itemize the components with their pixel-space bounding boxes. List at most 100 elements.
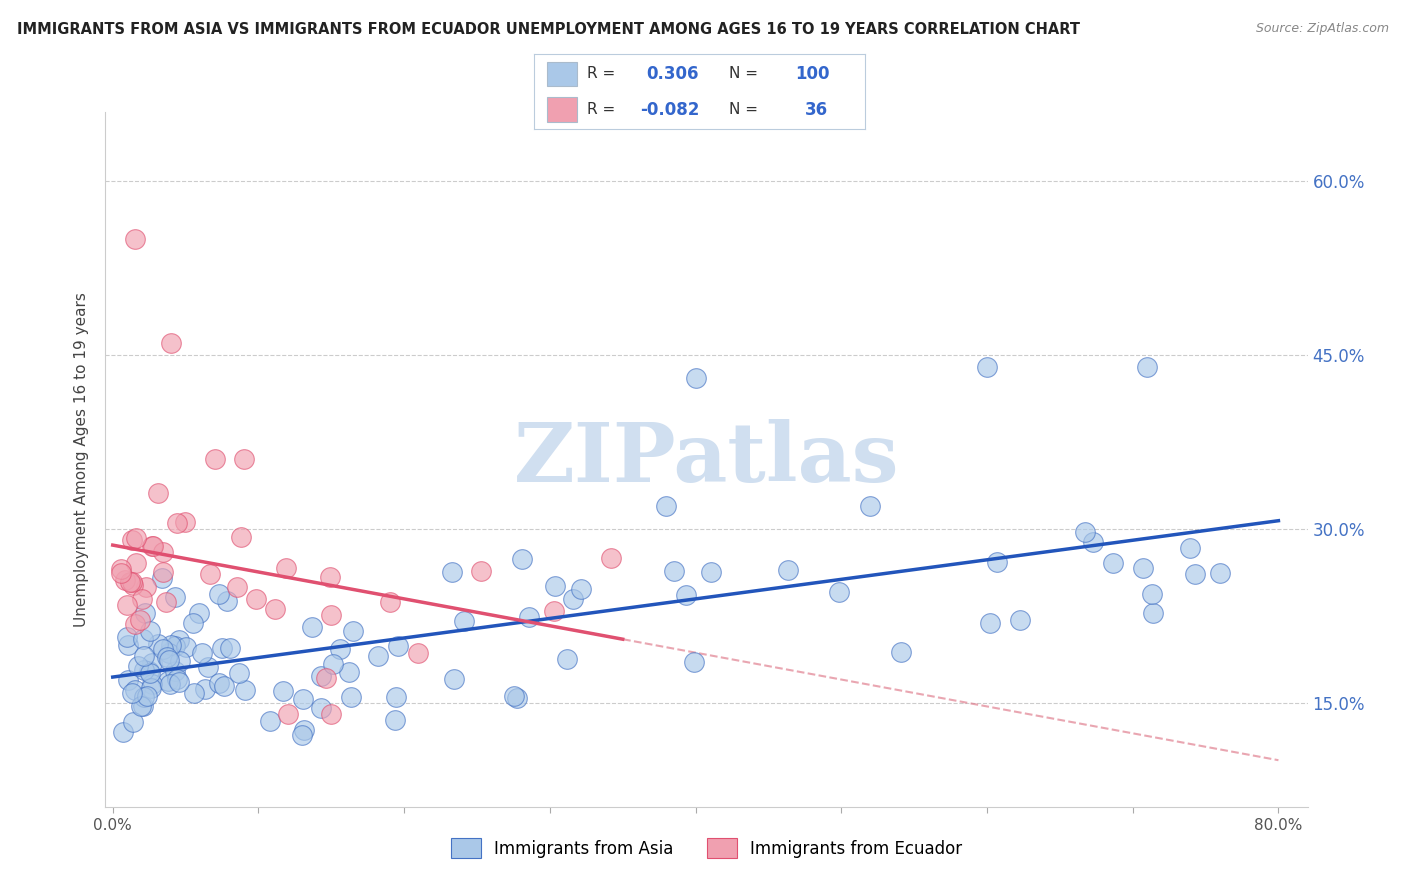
Point bbox=[174, 640, 197, 655]
Point bbox=[146, 637, 169, 651]
Point bbox=[160, 336, 183, 351]
Point bbox=[122, 578, 145, 592]
Point bbox=[142, 539, 165, 553]
Point bbox=[159, 677, 181, 691]
Point bbox=[139, 624, 162, 639]
Legend: Immigrants from Asia, Immigrants from Ecuador: Immigrants from Asia, Immigrants from Ec… bbox=[444, 831, 969, 865]
Text: R =: R = bbox=[588, 67, 616, 81]
Point bbox=[235, 683, 257, 698]
Point bbox=[1136, 359, 1159, 374]
Point bbox=[664, 564, 686, 578]
Point bbox=[976, 359, 998, 374]
Point bbox=[699, 566, 721, 580]
Point bbox=[675, 589, 697, 603]
Point bbox=[683, 655, 706, 669]
Point bbox=[367, 649, 389, 664]
Point bbox=[322, 657, 344, 672]
Point bbox=[124, 232, 146, 246]
Point bbox=[163, 639, 186, 653]
Y-axis label: Unemployment Among Ages 16 to 19 years: Unemployment Among Ages 16 to 19 years bbox=[75, 292, 90, 627]
Point bbox=[228, 665, 250, 680]
Point bbox=[337, 665, 360, 680]
Point bbox=[110, 566, 132, 580]
Point bbox=[245, 592, 267, 607]
Point bbox=[197, 660, 219, 674]
Text: Source: ZipAtlas.com: Source: ZipAtlas.com bbox=[1256, 22, 1389, 36]
Point bbox=[132, 632, 155, 647]
Point bbox=[264, 602, 287, 616]
Point bbox=[543, 604, 565, 618]
Point bbox=[141, 656, 163, 670]
Point bbox=[259, 714, 281, 729]
Point bbox=[117, 638, 139, 652]
Point bbox=[890, 645, 912, 659]
Point bbox=[557, 652, 579, 666]
Point bbox=[132, 699, 155, 714]
Point bbox=[828, 585, 851, 599]
Point bbox=[453, 614, 475, 628]
Point bbox=[655, 499, 678, 513]
Point bbox=[163, 664, 186, 678]
Point bbox=[152, 566, 174, 580]
Point bbox=[135, 581, 157, 595]
Point bbox=[155, 595, 177, 609]
Point bbox=[544, 580, 567, 594]
Point bbox=[141, 539, 163, 553]
Point bbox=[512, 552, 534, 566]
Point bbox=[1102, 556, 1125, 570]
Point bbox=[225, 580, 247, 594]
Point bbox=[340, 690, 363, 704]
Point bbox=[1209, 566, 1232, 581]
Point bbox=[273, 684, 295, 698]
Point bbox=[152, 545, 174, 559]
Point bbox=[277, 707, 299, 722]
Point bbox=[776, 563, 799, 577]
Point bbox=[319, 570, 342, 584]
Text: R =: R = bbox=[588, 102, 616, 117]
Point bbox=[160, 638, 183, 652]
Point bbox=[986, 556, 1008, 570]
Text: N =: N = bbox=[730, 102, 758, 117]
Point bbox=[124, 683, 146, 698]
Point bbox=[321, 707, 343, 722]
Point bbox=[128, 613, 150, 627]
Point bbox=[194, 681, 217, 696]
Point bbox=[117, 673, 139, 688]
Point bbox=[517, 610, 540, 624]
Point bbox=[387, 639, 409, 653]
Point bbox=[859, 499, 882, 513]
Point bbox=[569, 582, 592, 597]
Point bbox=[125, 557, 148, 571]
Point bbox=[183, 686, 205, 700]
Text: IMMIGRANTS FROM ASIA VS IMMIGRANTS FROM ECUADOR UNEMPLOYMENT AMONG AGES 16 TO 19: IMMIGRANTS FROM ASIA VS IMMIGRANTS FROM … bbox=[17, 22, 1080, 37]
Point bbox=[166, 516, 188, 530]
Point bbox=[134, 663, 156, 677]
Point bbox=[229, 530, 252, 544]
Point bbox=[127, 659, 149, 673]
Point bbox=[215, 594, 238, 608]
Point bbox=[141, 677, 163, 691]
Point bbox=[138, 666, 160, 681]
Point bbox=[169, 654, 191, 668]
Text: 0.306: 0.306 bbox=[647, 65, 699, 83]
Point bbox=[1008, 613, 1031, 627]
Point bbox=[315, 671, 337, 685]
Point bbox=[218, 640, 240, 655]
Text: 36: 36 bbox=[806, 101, 828, 119]
Text: N =: N = bbox=[730, 67, 758, 81]
Point bbox=[200, 567, 222, 582]
Point bbox=[110, 562, 132, 576]
Point bbox=[125, 532, 148, 546]
Point bbox=[385, 690, 408, 705]
Point bbox=[191, 646, 214, 660]
Point bbox=[132, 690, 155, 705]
Point bbox=[156, 673, 179, 688]
Point bbox=[111, 724, 134, 739]
Point bbox=[505, 691, 527, 706]
Point bbox=[159, 646, 181, 660]
Point bbox=[1140, 587, 1163, 601]
Point bbox=[440, 565, 463, 579]
Point bbox=[121, 574, 143, 589]
Point bbox=[274, 560, 297, 574]
Point bbox=[129, 698, 152, 713]
